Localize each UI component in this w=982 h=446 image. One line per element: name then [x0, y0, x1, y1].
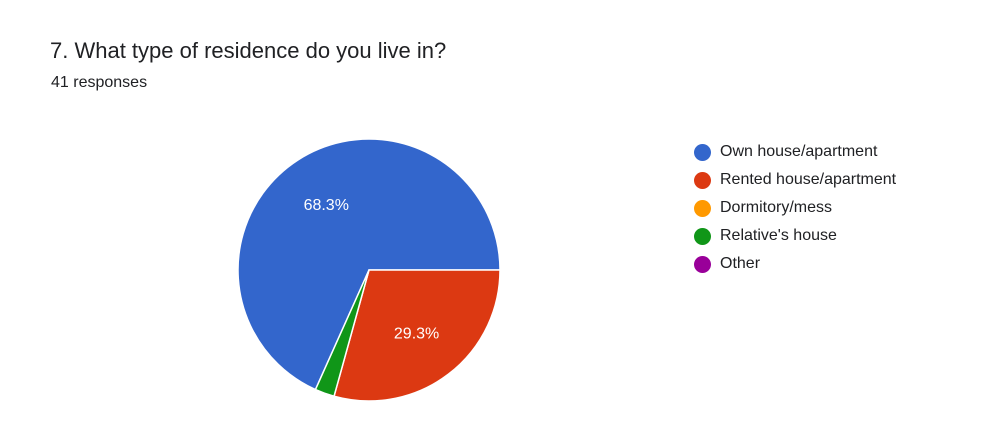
legend-label: Own house/apartment: [720, 143, 878, 160]
legend-item: Own house/apartment: [694, 138, 896, 166]
legend-item: Relative's house: [694, 222, 896, 250]
chart-legend: Own house/apartment Rented house/apartmen…: [694, 138, 896, 278]
pie-slice-3: [314, 269, 370, 398]
legend-item: Other: [694, 250, 896, 278]
legend-swatch: [694, 143, 711, 161]
legend-item: Dormitory/mess: [694, 194, 896, 222]
slice-label-0: 68.3%: [304, 197, 349, 214]
legend-label: Dormitory/mess: [720, 199, 833, 216]
legend-label: Rented house/apartment: [720, 171, 897, 188]
legend-label: Relative's house: [720, 227, 837, 244]
legend-swatch: [694, 255, 711, 273]
response-count: 41 responses: [51, 74, 148, 91]
legend-swatch: [694, 199, 711, 217]
pie-slice-0: [237, 138, 501, 391]
question-title: 7. What type of residence do you live in…: [50, 38, 447, 63]
pie-slice-1: [333, 269, 501, 402]
legend-swatch: [694, 227, 711, 245]
legend-item: Rented house/apartment: [694, 166, 896, 194]
slice-label-1: 29.3%: [394, 326, 439, 343]
legend-swatch: [694, 171, 711, 189]
legend-label: Other: [720, 255, 761, 272]
